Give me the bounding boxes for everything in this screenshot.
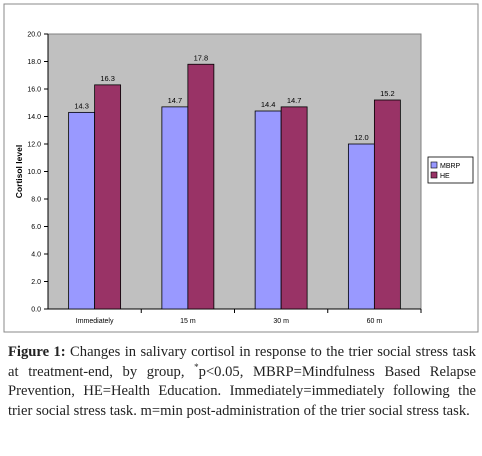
legend-swatch-he [430, 171, 438, 179]
data-label: 16.3 [100, 74, 115, 83]
bar-he [373, 99, 401, 310]
y-axis-title: Cortisol level [14, 145, 24, 198]
data-label: 14.7 [168, 96, 183, 105]
data-label: 14.7 [287, 96, 302, 105]
bar-he [280, 106, 308, 310]
y-tick-label: 18.0 [27, 59, 41, 66]
legend-swatch-mbrp [430, 161, 438, 169]
x-tick-label: Immediately [76, 318, 114, 325]
bar-he [94, 84, 122, 310]
y-tick-label: 4.0 [31, 252, 41, 259]
data-label: 14.3 [74, 101, 89, 110]
bar-mbrp [254, 110, 282, 310]
bar-mbrp [161, 106, 189, 310]
y-tick-label: 16.0 [27, 87, 41, 94]
caption-label: Figure 1: [8, 344, 66, 360]
data-label: 12.0 [354, 133, 369, 142]
data-label: 15.2 [380, 89, 395, 98]
bar-mbrp [347, 143, 375, 310]
figure-caption: Figure 1: Changes in salivary cortisol i… [8, 343, 476, 421]
chart-figure: 0.0 2.0 4.0 6.0 8.0 10.0 12.0 14.0 16.0 18.0 20.0 C… [3, 3, 479, 333]
legend-label: MBRP [440, 163, 461, 170]
data-label: 14.4 [261, 100, 276, 109]
x-tick-label: 15 m [180, 318, 196, 325]
data-label: 17.8 [194, 53, 209, 62]
bar-chart: 0.0 2.0 4.0 6.0 8.0 10.0 12.0 14.0 16.0 18.0 20.0 C… [3, 3, 479, 333]
y-tick-label: 10.0 [27, 169, 41, 176]
y-tick-label: 6.0 [31, 224, 41, 231]
bar-mbrp [68, 111, 96, 310]
y-tick-label: 2.0 [31, 279, 41, 286]
y-tick-label: 12.0 [27, 142, 41, 149]
caption-superscript: * [194, 361, 199, 372]
y-tick-label: 0.0 [31, 307, 41, 314]
bar-he [187, 63, 215, 310]
y-tick-label: 8.0 [31, 197, 41, 204]
x-tick-label: 30 m [273, 318, 289, 325]
legend-label: HE [440, 173, 450, 180]
caption-text-2: p<0.05, MBRP=Mindfulness Based Relapse P… [8, 363, 476, 419]
y-tick-label: 14.0 [27, 114, 41, 121]
y-tick-label: 20.0 [27, 32, 41, 39]
x-tick-label: 60 m [367, 318, 383, 325]
caption-text-1: Changes in salivary cortisol in response… [8, 344, 476, 380]
legend-box [427, 156, 474, 184]
